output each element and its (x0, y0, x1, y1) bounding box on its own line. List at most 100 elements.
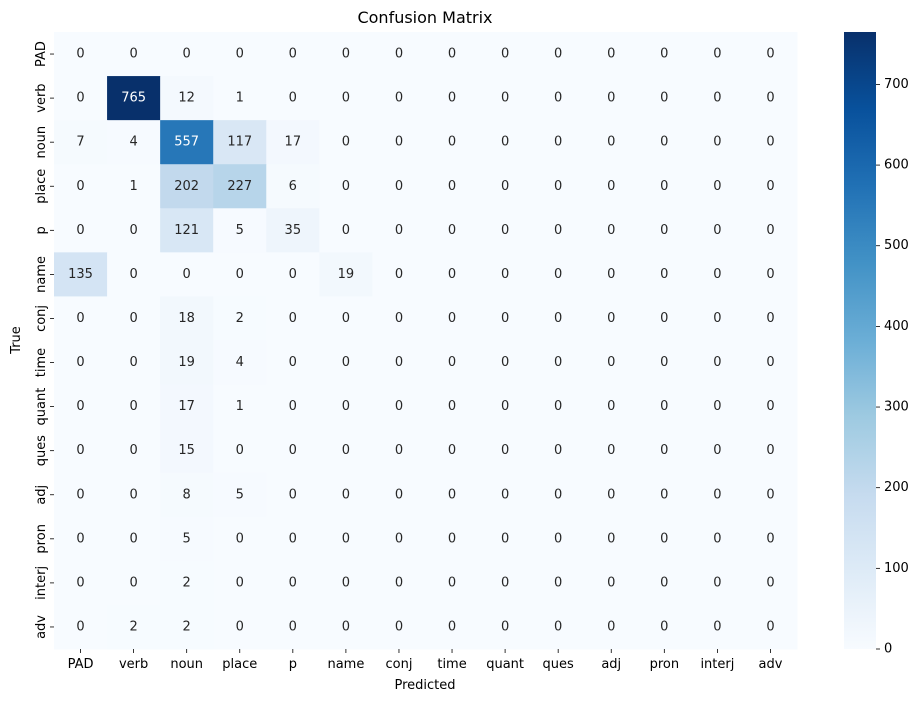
heatmap-cell (584, 428, 639, 474)
heatmap-cell (584, 164, 639, 209)
heatmap-cell (160, 560, 214, 606)
cell-value-label: 0 (395, 487, 403, 502)
cell-value-label: 0 (448, 575, 456, 590)
heatmap-cell (266, 428, 320, 474)
cell-value-label: 0 (129, 267, 137, 282)
heatmap-cell (266, 32, 320, 77)
cell-value-label: 0 (129, 575, 137, 590)
cell-value-label: 0 (607, 179, 615, 194)
cell-value-label: 0 (607, 223, 615, 238)
heatmap-cell (637, 296, 692, 341)
heatmap-cell (319, 384, 373, 430)
heatmap-cell (372, 516, 426, 562)
y-tick-label: conj (34, 305, 49, 332)
cell-value-label: 0 (395, 179, 403, 194)
x-tick-label: PAD (68, 657, 94, 672)
cell-value-label: 0 (342, 179, 350, 194)
heatmap-cell (425, 208, 480, 253)
heatmap-cell (637, 76, 692, 121)
heatmap-cell (743, 208, 798, 253)
heatmap-cell (637, 472, 692, 518)
heatmap-cell (584, 208, 639, 253)
cell-value-label: 765 (121, 91, 146, 106)
heatmap-cell (743, 32, 798, 77)
heatmap-cell (584, 252, 639, 297)
heatmap-cell (531, 604, 586, 650)
cell-value-label: 0 (129, 355, 137, 370)
heatmap-cell (531, 76, 586, 121)
cell-value-label: 2 (236, 311, 244, 326)
cell-value-label: 0 (342, 399, 350, 414)
cell-value-label: 0 (448, 399, 456, 414)
colorbar-tick-label: 500 (884, 238, 909, 253)
cell-value-label: 0 (76, 531, 84, 546)
heatmap-cell (478, 340, 533, 386)
cell-value-label: 0 (395, 619, 403, 634)
heatmap-cell (531, 384, 586, 430)
cell-value-label: 227 (227, 179, 252, 194)
cell-value-label: 0 (236, 619, 244, 634)
heatmap-cell (54, 120, 108, 165)
heatmap-cell (584, 76, 639, 121)
cell-value-label: 0 (342, 355, 350, 370)
heatmap-cell (372, 252, 426, 297)
cell-value-label: 0 (395, 443, 403, 458)
cell-value-label: 0 (289, 267, 297, 282)
heatmap-cell (213, 252, 267, 297)
cell-value-label: 0 (660, 47, 668, 62)
heatmap-cell (743, 76, 798, 121)
cell-value-label: 0 (76, 355, 84, 370)
heatmap-cell (266, 384, 320, 430)
cell-value-label: 2 (183, 619, 191, 634)
heatmap-cell (743, 164, 798, 209)
heatmap-cell (107, 516, 161, 562)
cell-value-label: 0 (607, 267, 615, 282)
heatmap-cell (213, 516, 267, 562)
cell-value-label: 0 (448, 47, 456, 62)
cell-value-label: 0 (554, 531, 562, 546)
heatmap-cell (213, 164, 267, 209)
cell-value-label: 0 (607, 399, 615, 414)
cell-value-label: 0 (607, 311, 615, 326)
cell-value-label: 0 (395, 223, 403, 238)
heatmap-cell (160, 472, 214, 518)
heatmap-cell (637, 384, 692, 430)
heatmap-cell (478, 32, 533, 77)
heatmap-cell (743, 560, 798, 606)
cell-value-label: 2 (129, 619, 137, 634)
cell-value-label: 0 (342, 619, 350, 634)
x-tick-label: adv (759, 657, 783, 672)
cell-value-label: 0 (660, 179, 668, 194)
heatmap-cell (107, 208, 161, 253)
heatmap-cell (478, 472, 533, 518)
cell-value-label: 6 (289, 179, 297, 194)
cell-value-label: 0 (448, 619, 456, 634)
cell-value-label: 0 (607, 487, 615, 502)
heatmap-cells: 0 0 0 0 0 0 0 0 0 0 0 0 0 00 765 12 1 0 0 0 0 0 0 0 0 0 07 4 557 117 1… (54, 32, 798, 650)
heatmap-cell (266, 340, 320, 386)
x-axis-label: Predicted (394, 678, 455, 693)
heatmap-cell (160, 384, 214, 430)
cell-value-label: 0 (766, 531, 774, 546)
heatmap-cell (107, 560, 161, 606)
cell-value-label: 0 (713, 531, 721, 546)
x-tick-label: noun (170, 657, 203, 672)
y-tick-label: interj (34, 566, 49, 600)
y-tick-label: p (34, 226, 49, 234)
heatmap-cell (160, 604, 214, 650)
cell-value-label: 0 (342, 47, 350, 62)
heatmap-cell (266, 560, 320, 606)
cell-value-label: 557 (174, 135, 199, 150)
cell-value-label: 0 (236, 575, 244, 590)
heatmap-cell (637, 604, 692, 650)
heatmap-cell (266, 516, 320, 562)
heatmap-cell (584, 32, 639, 77)
heatmap-cell (319, 32, 373, 77)
cell-value-label: 0 (766, 47, 774, 62)
cell-value-label: 0 (713, 179, 721, 194)
y-axis-label: True (9, 326, 24, 355)
heatmap-cell (54, 560, 108, 606)
cell-value-label: 1 (129, 179, 137, 194)
heatmap-cell (425, 428, 480, 474)
cell-value-label: 0 (448, 135, 456, 150)
